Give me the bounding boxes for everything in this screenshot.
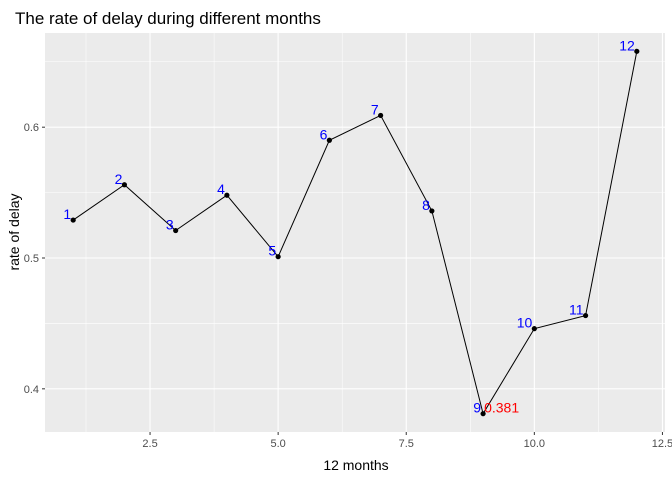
point-label: 3 bbox=[166, 217, 174, 233]
chart-title: The rate of delay during different month… bbox=[15, 9, 321, 28]
point-label: 8 bbox=[422, 197, 430, 213]
data-point bbox=[531, 326, 537, 332]
data-point bbox=[378, 112, 384, 119]
y-tick-label: 0.5 bbox=[24, 253, 39, 265]
x-axis-title: 12 months bbox=[323, 457, 388, 473]
data-point bbox=[121, 182, 128, 188]
x-axis: 2.5 5.0 7.5 10.0 12.5 bbox=[142, 432, 672, 450]
data-point bbox=[173, 227, 179, 234]
point-label: 12 bbox=[619, 37, 635, 53]
y-axis-title: rate of delay bbox=[6, 193, 22, 270]
grid-major bbox=[45, 33, 665, 432]
point-label: 2 bbox=[115, 171, 123, 187]
point-label: 4 bbox=[217, 181, 225, 197]
x-tick-label: 7.5 bbox=[399, 438, 414, 450]
data-point bbox=[326, 137, 332, 143]
x-tick-label: 5.0 bbox=[270, 438, 285, 450]
annotation-label: 0.381 bbox=[484, 400, 519, 416]
x-tick-label: 12.5 bbox=[652, 438, 672, 450]
x-tick-label: 10.0 bbox=[524, 438, 545, 450]
plot-panel bbox=[45, 33, 665, 432]
y-axis: 0.4 0.5 0.6 bbox=[24, 122, 45, 396]
data-point bbox=[480, 411, 486, 417]
data-point bbox=[634, 48, 640, 54]
y-tick-label: 0.6 bbox=[24, 122, 39, 134]
point-label: 11 bbox=[569, 302, 584, 318]
data-point bbox=[224, 192, 230, 198]
point-label: 10 bbox=[517, 315, 533, 331]
point-label: 9 bbox=[473, 400, 481, 416]
data-point bbox=[275, 254, 281, 260]
series-line bbox=[72, 51, 638, 415]
y-tick-label: 0.4 bbox=[24, 384, 39, 396]
data-point bbox=[429, 208, 435, 214]
point-label: 1 bbox=[63, 206, 71, 222]
x-tick-label: 2.5 bbox=[142, 438, 157, 450]
point-label: 6 bbox=[320, 126, 328, 142]
grid-minor bbox=[45, 33, 665, 432]
point-label: 7 bbox=[371, 101, 379, 117]
point-label: 5 bbox=[268, 243, 276, 259]
data-point bbox=[582, 312, 589, 319]
data-point bbox=[70, 217, 76, 223]
